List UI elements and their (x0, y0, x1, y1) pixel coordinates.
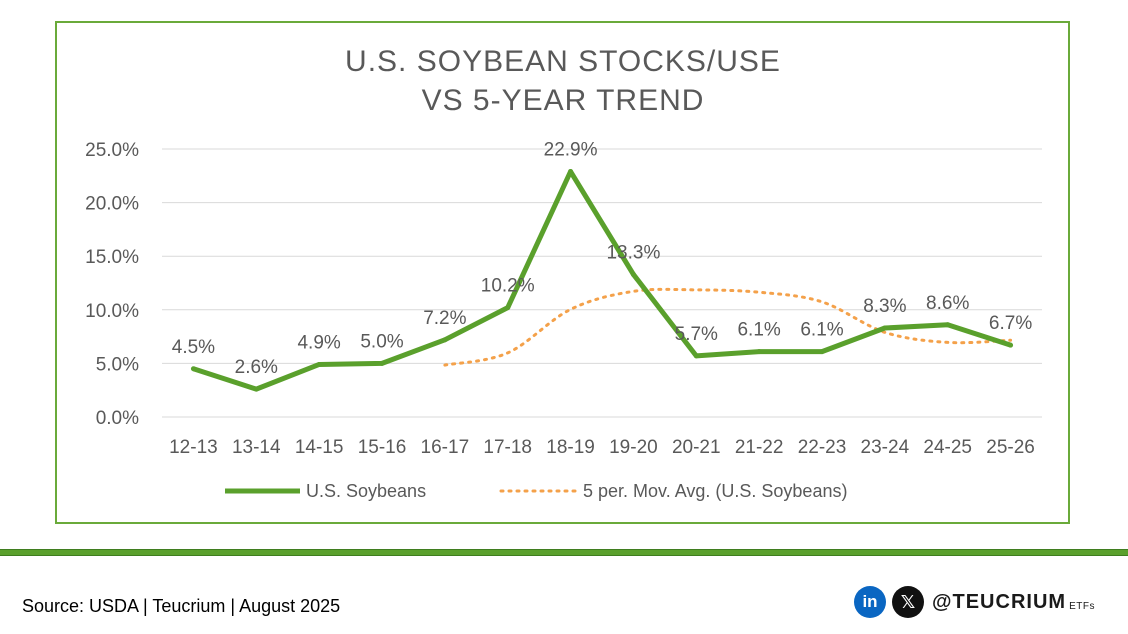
y-tick-label: 15.0% (85, 247, 139, 268)
line-chart: U.S. SOYBEAN STOCKS/USE VS 5-YEAR TREND 0… (85, 45, 1042, 501)
linkedin-icon[interactable]: in (854, 586, 886, 618)
series-line-us-soybeans (192, 169, 1012, 392)
y-tick-label: 20.0% (85, 194, 139, 215)
data-point (379, 360, 385, 366)
data-label: 5.7% (675, 324, 718, 345)
data-label: 13.3% (606, 242, 660, 263)
brand-handle[interactable]: @TEUCRIUM (932, 590, 1067, 613)
y-tick-label: 10.0% (85, 301, 139, 322)
data-point (693, 353, 699, 359)
data-label: 4.5% (172, 337, 215, 358)
x-tick-label: 23-24 (861, 437, 910, 458)
x-tick-label: 21-22 (735, 437, 784, 458)
data-point (945, 322, 951, 328)
x-icon[interactable]: 𝕏 (892, 586, 924, 618)
x-tick-label: 19-20 (609, 437, 658, 458)
data-point (1008, 342, 1014, 348)
x-tick-label: 13-14 (232, 437, 281, 458)
data-point (882, 325, 888, 331)
y-tick-label: 25.0% (85, 140, 139, 161)
chart-title-line: VS 5-YEAR TREND (422, 84, 705, 117)
x-tick-label: 12-13 (169, 437, 218, 458)
data-label: 10.2% (481, 276, 535, 297)
data-point (316, 361, 322, 367)
x-tick-label: 22-23 (798, 437, 847, 458)
data-label: 7.2% (423, 308, 466, 329)
legend-label-moving-average: 5 per. Mov. Avg. (U.S. Soybeans) (583, 481, 847, 501)
data-point (568, 169, 574, 175)
x-tick-label: 16-17 (421, 437, 470, 458)
data-point (819, 349, 825, 355)
footer-divider (0, 549, 1128, 556)
data-label: 8.6% (926, 293, 969, 314)
data-label: 6.7% (989, 313, 1032, 334)
x-tick-label: 24-25 (923, 437, 972, 458)
series-line-moving-average (443, 287, 1013, 367)
brand-footer: in 𝕏 @TEUCRIUM ETFs (854, 584, 1095, 620)
y-tick-label: 0.0% (96, 408, 139, 429)
legend-label-us-soybeans: U.S. Soybeans (306, 481, 426, 501)
x-tick-label: 20-21 (672, 437, 721, 458)
data-label: 6.1% (800, 320, 843, 341)
data-point (442, 337, 448, 343)
x-tick-label: 18-19 (546, 437, 595, 458)
brand-suffix: ETFs (1069, 600, 1095, 612)
y-tick-label: 5.0% (96, 354, 139, 375)
data-point (630, 271, 636, 277)
data-point (253, 386, 259, 392)
data-label: 4.9% (297, 332, 340, 353)
source-note: Source: USDA | Teucrium | August 2025 (22, 596, 341, 616)
chart-title-line: U.S. SOYBEAN STOCKS/USE (345, 45, 781, 78)
data-label: 8.3% (863, 296, 906, 317)
data-label: 6.1% (737, 320, 780, 341)
data-label: 22.9% (544, 140, 598, 161)
chart-frame: U.S. SOYBEAN STOCKS/USE VS 5-YEAR TREND 0… (55, 21, 1070, 524)
data-point (505, 305, 511, 311)
data-point (190, 366, 196, 372)
data-label: 2.6% (235, 357, 278, 378)
x-tick-label: 25-26 (986, 437, 1035, 458)
x-tick-label: 14-15 (295, 437, 344, 458)
x-tick-label: 17-18 (483, 437, 532, 458)
data-point (756, 349, 762, 355)
data-label: 5.0% (360, 331, 403, 352)
x-tick-label: 15-16 (358, 437, 407, 458)
